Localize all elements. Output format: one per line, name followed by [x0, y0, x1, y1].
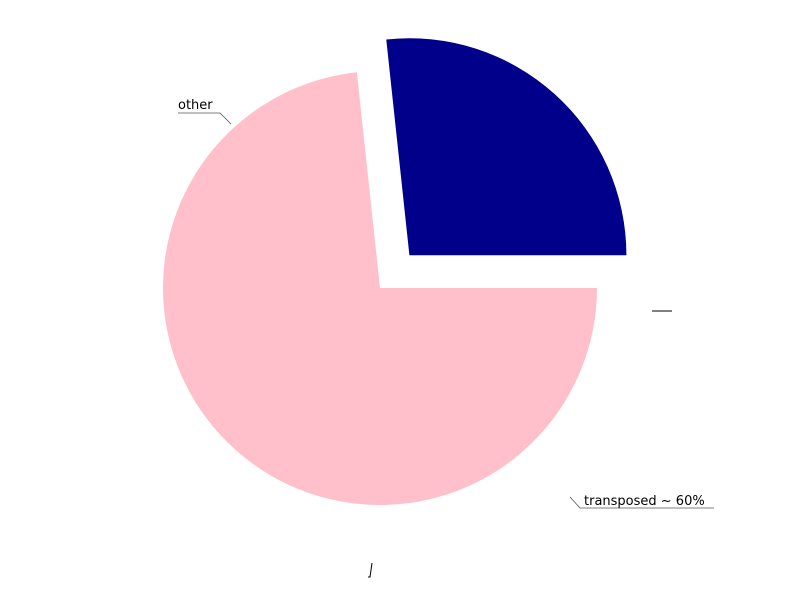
stray-tick-bottom [368, 562, 373, 578]
pie-slice-other [162, 72, 597, 506]
label-leader-transposed [569, 496, 714, 509]
pie-slice-transposed [386, 38, 627, 256]
slice-label-other: other [178, 98, 213, 113]
label-leader-other [178, 112, 232, 125]
slice-label-transposed: transposed ~ 60% [584, 494, 705, 509]
pie-slices [162, 38, 627, 506]
